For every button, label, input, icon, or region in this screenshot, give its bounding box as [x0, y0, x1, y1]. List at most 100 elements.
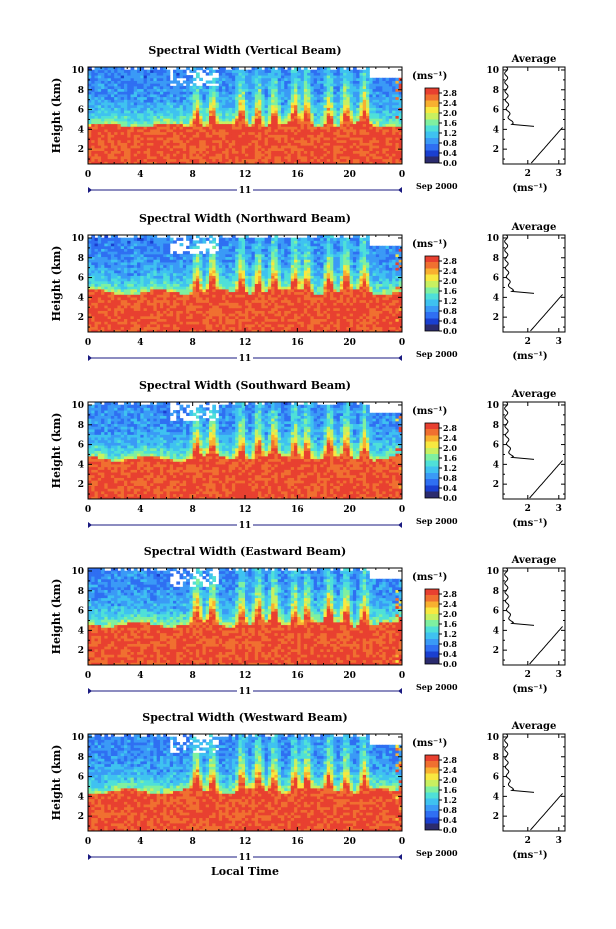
- heatmap-cell: [248, 126, 253, 130]
- heatmap-cell: [91, 145, 96, 149]
- heatmap-cell: [241, 80, 246, 84]
- heatmap-cell: [97, 155, 102, 160]
- heatmap-cell: [91, 91, 96, 95]
- heatmap-cell: [101, 155, 105, 160]
- heatmap-cell: [303, 104, 308, 108]
- heatmap-cell: [176, 80, 181, 84]
- heatmap-cell: [88, 83, 92, 87]
- heatmap-cell: [343, 110, 347, 114]
- heatmap-cell: [346, 96, 351, 100]
- heatmap-cell: [241, 153, 246, 157]
- heatmap-cell: [218, 96, 223, 100]
- heatmap-cell: [176, 123, 181, 127]
- heatmap-cell: [245, 80, 249, 84]
- heatmap-cell: [261, 85, 266, 90]
- heatmap-cell: [166, 104, 171, 108]
- heatmap-cell: [120, 96, 125, 100]
- heatmap-cell: [205, 142, 210, 146]
- heatmap-cell: [336, 110, 341, 114]
- heatmap-cell: [215, 80, 220, 84]
- heatmap-cell: [235, 99, 239, 103]
- heatmap-cell: [146, 110, 151, 114]
- heatmap-cell: [186, 153, 190, 157]
- heatmap-cell: [169, 88, 174, 92]
- heatmap-cell: [97, 91, 102, 95]
- heatmap-cell: [117, 137, 122, 141]
- heatmap-cell: [228, 115, 233, 119]
- heatmap-cell: [326, 85, 331, 90]
- heatmap-cell: [228, 80, 233, 84]
- heatmap-cell: [339, 107, 344, 111]
- heatmap-cell: [199, 112, 203, 116]
- heatmap-cell: [333, 83, 338, 87]
- heatmap-cell: [110, 118, 115, 122]
- heatmap-cell: [127, 77, 132, 81]
- heatmap-cell: [280, 161, 285, 165]
- heatmap-cell: [182, 102, 187, 106]
- heatmap-cell: [209, 72, 213, 76]
- heatmap-cell: [130, 134, 135, 138]
- heatmap-cell: [231, 126, 236, 130]
- heatmap-cell: [310, 107, 315, 111]
- heatmap-cell: [159, 72, 164, 76]
- heatmap-cell: [287, 102, 292, 106]
- heatmap-cell: [316, 158, 321, 162]
- heatmap-cell: [156, 145, 161, 149]
- heatmap-cell: [97, 128, 102, 133]
- heatmap-cell: [267, 123, 272, 127]
- heatmap-cell: [209, 88, 213, 92]
- heatmap-cell: [238, 126, 243, 130]
- heatmap-cell: [212, 115, 217, 119]
- heatmap-cell: [91, 96, 96, 100]
- heatmap-cell: [294, 69, 298, 73]
- heatmap-cell: [137, 153, 141, 157]
- colorbar-tick-label: 2.0: [443, 108, 457, 118]
- heatmap-cell: [88, 145, 92, 149]
- heatmap-cell: [173, 147, 177, 152]
- heatmap-cell: [156, 107, 161, 111]
- heatmap-cell: [336, 134, 341, 138]
- heatmap-cell: [238, 145, 243, 149]
- heatmap-cell: [339, 112, 344, 116]
- heatmap-cell: [241, 158, 246, 162]
- heatmap-cell: [310, 99, 315, 103]
- heatmap-cell: [91, 126, 96, 130]
- heatmap-cell: [248, 155, 253, 160]
- heatmap-cell: [339, 91, 344, 95]
- heatmap-cell: [186, 102, 190, 106]
- heatmap-cell: [212, 137, 217, 141]
- heatmap-cell: [146, 150, 151, 154]
- heatmap-cell: [310, 88, 315, 92]
- heatmap-cell: [173, 150, 177, 154]
- heatmap-cell: [101, 80, 105, 84]
- heatmap-cell: [300, 75, 305, 79]
- heatmap-cell: [156, 137, 161, 141]
- heatmap-cell: [290, 102, 295, 106]
- heatmap-cell: [310, 80, 315, 84]
- heatmap-cell: [297, 104, 302, 108]
- heatmap-cell: [294, 147, 298, 152]
- heatmap-cell: [140, 80, 145, 84]
- heatmap-cell: [316, 137, 321, 141]
- heatmap-cell: [320, 134, 324, 138]
- heatmap-cell: [202, 134, 207, 138]
- heatmap-cell: [140, 88, 145, 92]
- heatmap-cell: [320, 115, 324, 119]
- heatmap-cell: [326, 72, 331, 76]
- heatmap-cell: [346, 91, 351, 95]
- heatmap-cell: [271, 112, 275, 116]
- heatmap-cell: [254, 126, 259, 130]
- heatmap-cell: [258, 69, 262, 73]
- heatmap-cell: [280, 99, 285, 103]
- heatmap-cell: [267, 91, 272, 95]
- heatmap-cell: [212, 147, 217, 152]
- heatmap-cell: [117, 80, 122, 84]
- heatmap-cell: [120, 131, 125, 135]
- heatmap-cell: [192, 96, 197, 100]
- heatmap-cell: [182, 161, 187, 165]
- heatmap-cell: [316, 115, 321, 119]
- heatmap-cell: [173, 96, 177, 100]
- heatmap-cell: [320, 104, 324, 108]
- heatmap-cell: [277, 69, 282, 73]
- heatmap-cell: [163, 158, 167, 162]
